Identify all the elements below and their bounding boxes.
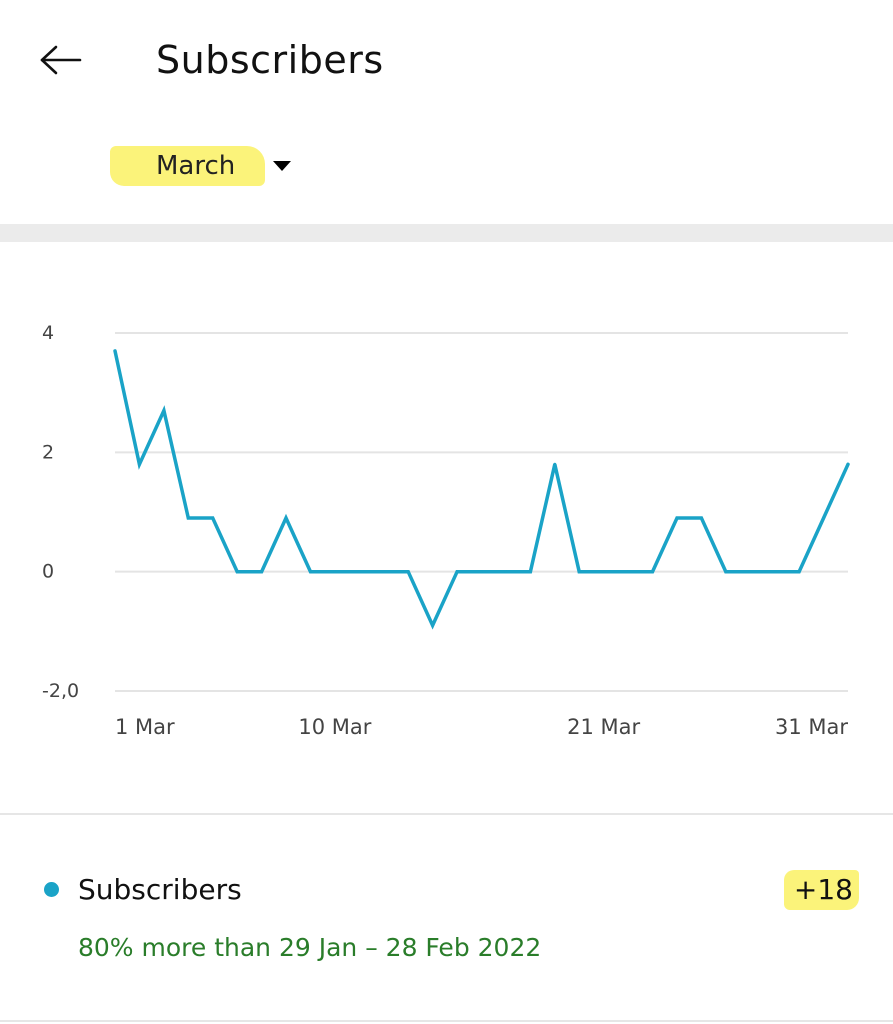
data-point: [651, 570, 654, 574]
data-point: [284, 516, 288, 520]
x-tick-label: 1 Mar: [115, 715, 175, 739]
data-point: [504, 570, 508, 574]
data-point: [699, 516, 703, 520]
data-point: [822, 516, 826, 520]
data-point: [260, 570, 264, 574]
data-point: [186, 516, 190, 520]
subscriber-total: +18: [783, 870, 859, 910]
data-point: [211, 516, 215, 520]
x-tick-label: 31 Mar: [775, 715, 848, 739]
data-point: [137, 462, 141, 466]
y-tick-label: 2: [42, 441, 54, 463]
data-point: [528, 570, 532, 574]
data-point: [724, 570, 728, 574]
data-point: [602, 570, 606, 574]
comparison-text: 80% more than 29 Jan – 28 Feb 2022: [78, 933, 542, 962]
y-tick-label: 4: [42, 322, 54, 344]
data-point: [333, 570, 337, 574]
data-point: [797, 570, 801, 574]
page-title: Subscribers: [156, 38, 384, 82]
data-point: [113, 349, 117, 353]
data-point: [357, 570, 361, 574]
data-point: [577, 570, 581, 574]
x-tick-label: 21 Mar: [567, 715, 640, 739]
data-point: [431, 623, 435, 627]
subscribers-chart: 4 2 0 -2,0 1 Mar 10 Mar 21 Mar 31 Mar: [0, 242, 893, 812]
caret-down-icon: [273, 161, 292, 171]
data-point: [455, 570, 459, 574]
data-point: [382, 570, 386, 574]
chart-svg: 4 2 0 -2,0 1 Mar 10 Mar 21 Mar 31 Mar: [42, 322, 850, 739]
legend-label: Subscribers: [78, 873, 242, 906]
bottom-divider: [0, 1020, 893, 1022]
series-line: [113, 349, 850, 630]
y-tick-label: 0: [42, 561, 54, 583]
arrow-left-icon: [40, 45, 82, 75]
data-point: [773, 570, 777, 574]
data-point: [846, 462, 850, 466]
app-header: Subscribers: [0, 0, 893, 120]
data-point: [553, 462, 557, 466]
data-point: [406, 570, 410, 574]
data-point: [675, 516, 679, 520]
data-point: [626, 570, 630, 574]
data-point: [162, 409, 166, 413]
legend-row: Subscribers +18: [44, 868, 859, 912]
data-point: [748, 570, 752, 574]
data-point: [235, 570, 239, 574]
back-button[interactable]: [36, 38, 86, 82]
section-separator: [0, 224, 893, 242]
y-tick-label: -2,0: [42, 680, 79, 702]
legend-dot: [44, 882, 59, 897]
selected-month: March: [110, 146, 266, 186]
divider: [0, 813, 893, 815]
month-dropdown[interactable]: March: [110, 145, 292, 187]
data-point: [309, 570, 312, 574]
data-point: [480, 570, 483, 574]
x-tick-label: 10 Mar: [298, 715, 371, 739]
